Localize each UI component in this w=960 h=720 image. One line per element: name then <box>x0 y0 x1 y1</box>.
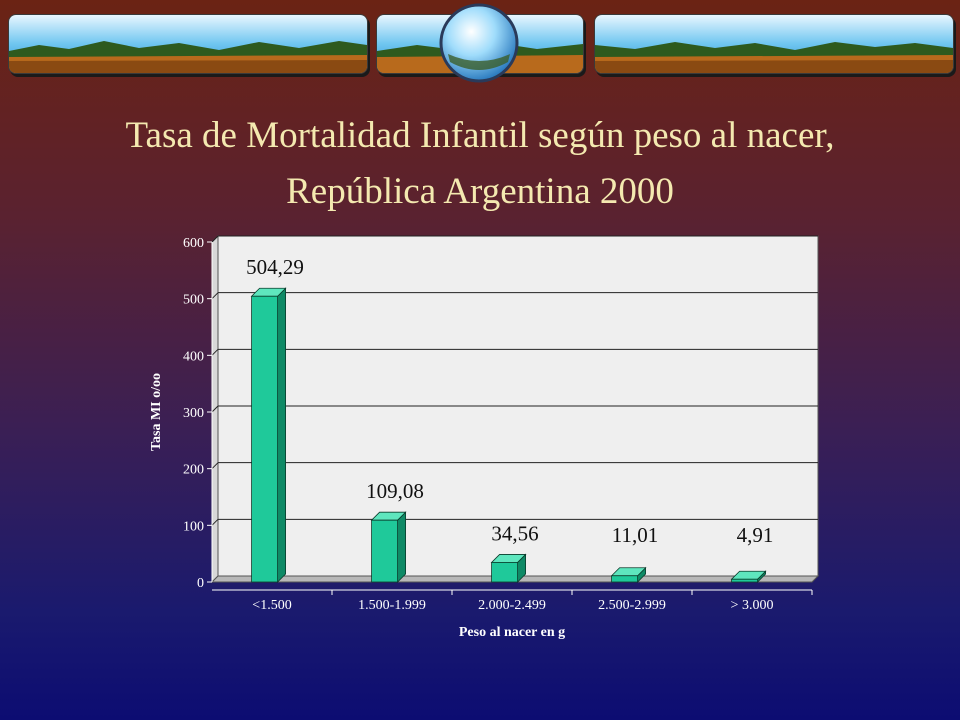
gridline-diag <box>211 292 219 300</box>
gridline-diag <box>211 518 219 526</box>
slide-title-line-1: Tasa de Mortalidad Infantil según peso a… <box>125 115 835 156</box>
y-axis-title: Tasa MI o/oo <box>149 373 164 451</box>
gridline-diag <box>211 235 219 243</box>
bar <box>251 295 279 583</box>
bar <box>731 578 758 583</box>
data-label: 34,56 <box>491 521 538 545</box>
gridline-diag <box>211 462 219 470</box>
bar-side <box>277 287 287 583</box>
bar-side <box>397 511 407 583</box>
bar <box>611 575 638 583</box>
y-tick-label: 100 <box>183 519 204 534</box>
x-tick-label: 2.000-2.499 <box>478 598 546 613</box>
x-tick-label: > 3.000 <box>731 598 774 613</box>
decorative-banner-right <box>594 14 954 74</box>
x-axis-title: Peso al nacer en g <box>459 625 565 640</box>
slide-title-line-2: República Argentina 2000 <box>286 171 674 212</box>
y-tick-label: 0 <box>197 576 204 591</box>
x-tick-label: <1.500 <box>252 598 291 613</box>
y-tick-label: 300 <box>183 406 204 421</box>
data-label: 4,91 <box>737 523 774 547</box>
bar <box>371 519 399 583</box>
y-tick-label: 600 <box>183 236 204 251</box>
data-label: 11,01 <box>612 523 658 547</box>
y-tick-label: 400 <box>183 349 204 364</box>
data-label: 109,08 <box>366 479 424 503</box>
gridline-diag <box>211 405 219 413</box>
y-tick-label: 200 <box>183 463 204 478</box>
slide-title: Tasa de Mortalidad Infantil según peso a… <box>0 108 960 220</box>
bar <box>491 562 519 583</box>
x-tick-label: 1.500-1.999 <box>358 598 426 613</box>
y-tick-label: 500 <box>183 293 204 308</box>
globe-icon <box>438 2 520 84</box>
gridline-diag <box>211 348 219 356</box>
x-tick-label: 2.500-2.999 <box>598 598 666 613</box>
data-label: 504,29 <box>246 255 304 279</box>
decorative-banner-left <box>8 14 368 74</box>
